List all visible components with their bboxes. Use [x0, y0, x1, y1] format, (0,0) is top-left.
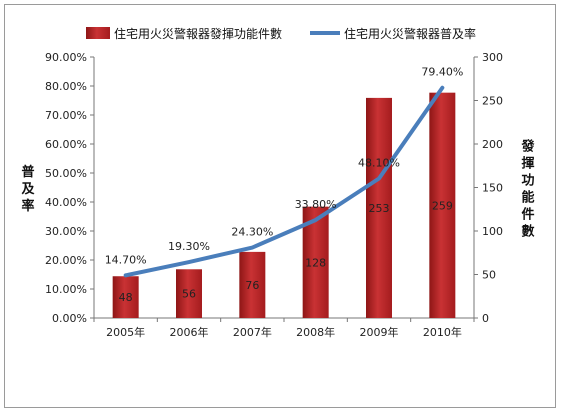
x-tick-label: 2008年 [296, 325, 335, 339]
left-tick-label: 80.00% [45, 80, 87, 93]
line-value-label: 19.30% [168, 240, 210, 253]
line-value-label: 33.80% [295, 198, 337, 211]
left-tick-label: 60.00% [45, 138, 87, 151]
right-tick-label: 200 [482, 138, 503, 151]
bars [112, 92, 456, 318]
line-value-label: 24.30% [231, 226, 273, 239]
line-value-label: 14.70% [105, 253, 147, 266]
legend-bar-label: 住宅用火災警報器發揮功能件數 [114, 26, 282, 41]
bar-value-label: 259 [432, 199, 453, 212]
right-tick-label: 0 [482, 312, 489, 325]
left-tick-label: 50.00% [45, 167, 87, 180]
bar-data-labels: 48 56 76 128 253 259 [119, 199, 453, 304]
bar [176, 269, 202, 318]
left-axis-title: 普及率 [21, 164, 35, 214]
bar [429, 92, 456, 318]
x-tick-label: 2006年 [170, 325, 209, 339]
left-tick-label: 30.00% [45, 225, 87, 238]
bar-value-label: 76 [245, 279, 259, 292]
legend-line-label: 住宅用火災警報器普及率 [344, 26, 476, 41]
bar [366, 97, 392, 318]
right-tick-label: 250 [482, 95, 503, 108]
bar-value-label: 253 [369, 202, 390, 215]
left-tick-label: 70.00% [45, 109, 87, 122]
legend: 住宅用火災警報器發揮功能件數 住宅用火災警報器普及率 [86, 26, 476, 41]
bar [239, 251, 266, 318]
x-axis-ticks: 2005年 2006年 2007年 2008年 2009年 2010年 [93, 318, 475, 339]
bar-value-label: 48 [119, 291, 133, 304]
rate-line [123, 85, 445, 278]
x-tick-label: 2009年 [360, 325, 399, 339]
bar-value-label: 56 [182, 288, 196, 301]
legend-bar-swatch [86, 27, 110, 39]
right-tick-label: 100 [482, 225, 503, 238]
right-tick-label: 300 [482, 51, 503, 64]
x-tick-label: 2010年 [423, 325, 462, 339]
right-axis-ticks: 0 50 100 150 200 250 300 [474, 51, 503, 325]
right-axis-title: 發揮功能件數 [520, 139, 534, 240]
line-data-labels: 14.70% 19.30% 24.30% 33.80% 48.10% 79.40% [105, 66, 464, 267]
left-tick-label: 0.00% [52, 312, 87, 325]
right-tick-label: 150 [482, 182, 503, 195]
left-axis-ticks: 0.00% 10.00% 20.00% 30.00% 40.00% 50.00% 60.00… [45, 51, 94, 325]
right-tick-label: 50 [482, 269, 496, 282]
x-tick-label: 2005年 [106, 325, 145, 339]
left-tick-label: 90.00% [45, 51, 87, 64]
left-tick-label: 40.00% [45, 196, 87, 209]
line-value-label: 79.40% [421, 66, 463, 79]
x-tick-label: 2007年 [233, 325, 272, 339]
left-tick-label: 20.00% [45, 254, 87, 267]
line-value-label: 48.10% [358, 157, 400, 170]
bar-value-label: 128 [305, 256, 326, 269]
chart-frame [4, 4, 556, 408]
bar [112, 276, 139, 318]
left-tick-label: 10.00% [45, 283, 87, 296]
